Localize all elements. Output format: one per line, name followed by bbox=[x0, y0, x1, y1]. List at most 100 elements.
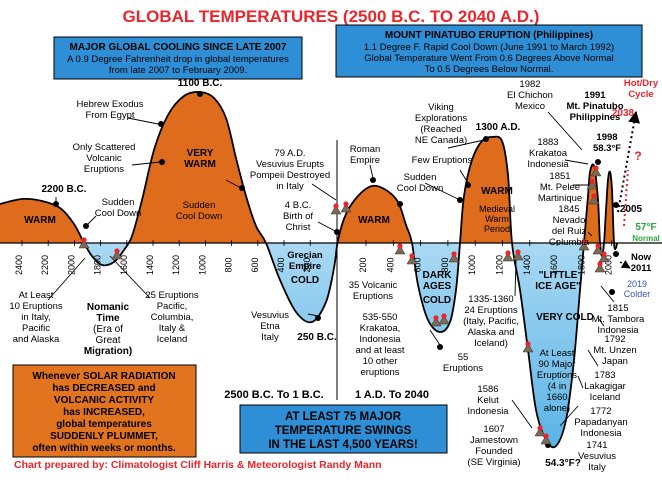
warm-area bbox=[0, 91, 617, 243]
solar-line-6: SUDDENLY PLUMMET, bbox=[50, 431, 158, 442]
label-viking: Viking Explorations (Reached NE Canada) bbox=[415, 102, 468, 146]
volcano-icon bbox=[534, 425, 546, 437]
tick-label-ad-3: 800 bbox=[440, 257, 450, 272]
label-atleast-10: At Least 10 Eruptions in Italy, Pacific and … bbox=[9, 290, 63, 345]
volcano-icon bbox=[438, 313, 450, 325]
region-medieval: Medieval Warm Period bbox=[479, 204, 515, 234]
tick-label-ad-6: 1400 bbox=[522, 255, 532, 275]
segment-ad-label: 1 A.D. To 2040 bbox=[355, 389, 429, 401]
volcano-icon bbox=[578, 239, 590, 251]
tick-label-ad-5: 1200 bbox=[495, 255, 505, 275]
tick-label-ad-4: 1000 bbox=[467, 255, 477, 275]
temperature-curve bbox=[0, 91, 618, 449]
volcano-icon bbox=[430, 315, 442, 327]
cooling-box: MAJOR GLOBAL COOLING SINCE LATE 2007 A 0… bbox=[53, 36, 303, 80]
tick-label-bc-7: 1000 bbox=[197, 255, 207, 275]
label-krakatoa-535: 535-550 Krakatoa, Indonesia and at least 10 … bbox=[355, 312, 404, 378]
solar-line-1: Whenever SOLAR RADIATION bbox=[32, 371, 175, 382]
tick-label-bc-6: 1200 bbox=[171, 255, 181, 275]
tick-label-bc-5: 1400 bbox=[145, 255, 155, 275]
pinatubo-box-title: MOUNT PINATUBO ERUPTION (Philippines) bbox=[385, 30, 593, 41]
label-few-eruptions: Few Eruptions bbox=[412, 155, 473, 166]
label-atleast-90: At Least 90 Major Eruptions (4 in 1660 alone) bbox=[537, 348, 577, 414]
solar-line-2: has DECREASED and bbox=[52, 383, 155, 394]
volcano-icon bbox=[406, 253, 418, 265]
hot-dry-arrow bbox=[617, 110, 640, 213]
swings-box: AT LEAST 75 MAJOR TEMPERATURE SWINGS IN … bbox=[239, 404, 448, 454]
label-exodus: Hebrew Exodus From Egypt bbox=[76, 99, 143, 121]
label-christ: 4 B.C. Birth of Christ bbox=[283, 200, 313, 233]
region-very-cold: VERY COLD bbox=[536, 312, 594, 323]
label-1300ad: 1300 A.D. bbox=[476, 122, 521, 133]
label-sudden-3: Sudden Cool Down bbox=[397, 172, 443, 194]
label-tambora: 1815 Mt. Tambora Indonesia bbox=[592, 303, 645, 336]
label-unzen: 1792 Mt. Unzen Japan bbox=[593, 334, 636, 367]
tick-label-bc-10: 400 bbox=[276, 257, 286, 272]
tick-label-bc-8: 800 bbox=[224, 257, 234, 272]
pinatubo-box: MOUNT PINATUBO ERUPTION (Philippines) 1.… bbox=[335, 24, 643, 78]
tick-label-bc-3: 1800 bbox=[93, 255, 103, 275]
label-eruptions-55: 55 Eruptions bbox=[443, 352, 483, 374]
label-250bc: 250 B.C. bbox=[297, 332, 337, 343]
region-labels: WARM VERY WARM Nomanic Time (Era of Great Mig… bbox=[24, 148, 594, 357]
label-hot-dry: Hot/Dry Cycle bbox=[624, 78, 659, 100]
pinatubo-box-line-1: 1.1 Degree F. Rapid Cool Down (June 1991… bbox=[364, 42, 614, 53]
label-ruiz: 1845 Nevado del Ruiz Columbia bbox=[549, 204, 590, 248]
label-eruptions-1335: 1335-1360 24 Eruptions (Italy, Pacific, Ala… bbox=[463, 294, 519, 349]
label-jamestown: 1607 Jamestown Founded (SE Virginia) bbox=[467, 424, 520, 468]
tick-label-bc-1: 2200 bbox=[40, 255, 50, 275]
region-very-warm-1: VERY WARM bbox=[184, 148, 216, 170]
region-dark-ages: DARK AGES COLD bbox=[423, 270, 453, 306]
volcano-icon bbox=[598, 251, 610, 263]
volcano-icon bbox=[586, 178, 598, 190]
cold-area bbox=[0, 243, 617, 448]
tick-label-ad-0: 200 bbox=[358, 257, 368, 272]
annotation-dots bbox=[53, 91, 619, 448]
tick-label-ad-7: 1600 bbox=[549, 255, 559, 275]
label-sudden-2: Sudden Cool Down bbox=[176, 200, 222, 222]
swings-line-2: TEMPERATURE SWINGS bbox=[275, 425, 412, 437]
swings-line-1: AT LEAST 75 MAJOR bbox=[285, 411, 402, 423]
volcano-icon bbox=[502, 250, 514, 262]
label-pinatubo-1991: 1991 Mt. Pinatubo Philippines bbox=[567, 90, 624, 123]
volcano-icons bbox=[78, 165, 610, 445]
volcano-icon bbox=[448, 251, 460, 263]
tick-label-ad-2: 600 bbox=[413, 257, 423, 272]
label-lakagigar: 1783 Lakagigar Iceland bbox=[584, 370, 626, 403]
label-kelut: 1586 Kelut Indonesia bbox=[467, 384, 509, 417]
x-axis-ticks: 2400 2200 2000 1800 1600 1400 1200 1000 800 600 40… bbox=[14, 240, 614, 275]
colder-arrow bbox=[619, 259, 631, 269]
label-etna: Vesuvius Etna Italy bbox=[251, 310, 289, 343]
red-dotted-trend bbox=[623, 169, 629, 227]
solar-line-3: VOLCANIC ACTIVITY bbox=[54, 395, 155, 406]
solar-line-5: global temperatures bbox=[56, 419, 152, 430]
label-papadanyan: 1772 Papadanyan Indonesia bbox=[574, 406, 627, 439]
volcano-icon bbox=[330, 203, 342, 215]
volcano-icon bbox=[78, 237, 90, 249]
region-nomanic: Nomanic Time (Era of Great Migration) bbox=[84, 302, 132, 357]
chart-credit: Chart prepared by: Climatologist Cliff H… bbox=[14, 459, 382, 471]
volcano-icon bbox=[540, 433, 552, 445]
volcano-icon bbox=[512, 249, 524, 261]
label-1998: 1998 58.3°F bbox=[593, 132, 621, 154]
cooling-box-title: MAJOR GLOBAL COOLING SINCE LATE 2007 bbox=[70, 42, 287, 53]
label-colder-2019: 2019 Colder bbox=[624, 279, 651, 299]
swings-line-3: IN THE LAST 4,500 YEARS! bbox=[268, 439, 417, 451]
label-pelee: 1851 Mt. Pelee Martinique bbox=[538, 171, 582, 204]
label-roman: Roman Empire bbox=[350, 144, 381, 166]
segment-bc-label: 2500 B.C. To 1 B.C. bbox=[224, 389, 323, 401]
region-warm-1: WARM bbox=[24, 215, 56, 226]
volcano-icon bbox=[522, 341, 534, 353]
label-normal-57: 57°F Normal bbox=[632, 222, 660, 243]
label-sudden-1: Sudden Cool Down bbox=[95, 197, 141, 219]
label-2038: 2038 bbox=[612, 108, 635, 119]
label-chichon: 1982 El Chichon Mexico bbox=[507, 79, 553, 112]
volcano-icon bbox=[111, 248, 123, 260]
label-question: ? bbox=[634, 149, 641, 163]
tick-label-bc-9: 600 bbox=[250, 257, 260, 272]
tick-label-ad-9: 2000 bbox=[604, 255, 614, 275]
label-2200bc: 2200 B.C. bbox=[41, 184, 86, 195]
solar-line-4: has INCREASED, bbox=[63, 407, 145, 418]
